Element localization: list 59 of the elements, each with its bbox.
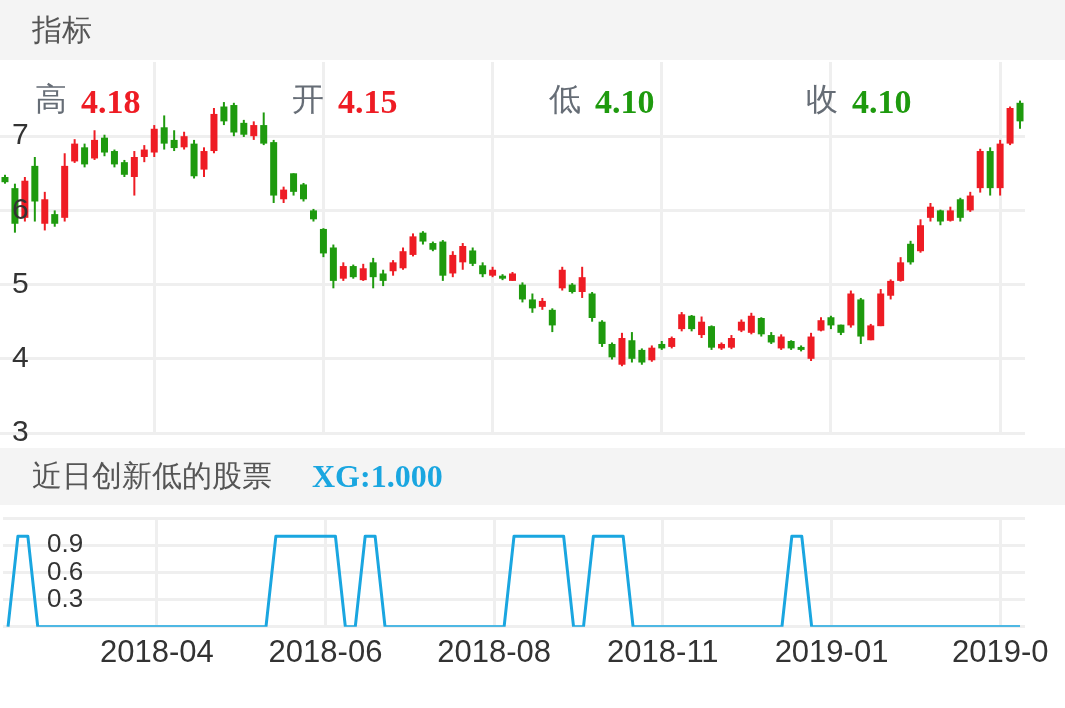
candlestick bbox=[130, 150, 138, 197]
y-tick-label: 6 bbox=[12, 191, 29, 225]
candlestick bbox=[91, 129, 99, 161]
candlestick bbox=[290, 172, 298, 197]
candlestick bbox=[409, 232, 417, 258]
candlestick bbox=[678, 311, 686, 333]
chart-title: 近日创新低的股票 bbox=[32, 457, 272, 495]
x-tick-label: 2018-04 bbox=[99, 633, 214, 669]
candlestick bbox=[100, 133, 108, 158]
y-tick-label: 4 bbox=[12, 340, 29, 374]
candlestick bbox=[747, 311, 755, 336]
candlestick bbox=[548, 307, 556, 334]
candlestick bbox=[578, 265, 586, 299]
annotation: 开 4.15 bbox=[292, 80, 398, 120]
candlestick bbox=[598, 319, 606, 348]
candlestick bbox=[459, 242, 467, 271]
candlestick bbox=[81, 142, 89, 169]
candlestick bbox=[926, 201, 934, 223]
candlestick bbox=[250, 120, 258, 141]
candlestick bbox=[956, 196, 964, 223]
candlestick bbox=[170, 129, 178, 153]
candlestick bbox=[757, 316, 765, 338]
y-tick-label: 5 bbox=[12, 265, 29, 299]
x-tick-label: 2019-01 bbox=[774, 633, 889, 669]
x-tick-label: 2018-08 bbox=[437, 633, 552, 669]
candlestick bbox=[528, 292, 536, 314]
candlestick bbox=[807, 331, 815, 363]
candlestick bbox=[399, 246, 407, 271]
candlestick bbox=[628, 331, 636, 364]
candlestick bbox=[150, 124, 158, 158]
candlestick bbox=[708, 324, 716, 351]
candlestick bbox=[966, 190, 974, 213]
candlestick bbox=[160, 114, 168, 151]
y-tick-label: 3 bbox=[12, 414, 29, 448]
candlestick bbox=[558, 265, 566, 292]
x-tick-label: 2018-11 bbox=[607, 633, 719, 669]
candlestick bbox=[518, 281, 526, 304]
annotation: 收 4.10 bbox=[806, 80, 912, 120]
candlestick bbox=[698, 315, 706, 340]
annotation: 低 4.10 bbox=[549, 80, 655, 120]
y-tick-label: 7 bbox=[12, 117, 29, 151]
candlestick bbox=[907, 239, 915, 266]
candlestick bbox=[339, 261, 347, 282]
candlestick bbox=[369, 256, 377, 290]
chart-title: 指标 bbox=[32, 10, 92, 49]
candlestick bbox=[469, 246, 477, 268]
candlestick bbox=[200, 146, 208, 179]
x-tick-label: 2019-0 bbox=[951, 633, 1049, 669]
x-tick-label: 2018-06 bbox=[268, 633, 383, 669]
candlestick bbox=[220, 101, 228, 127]
candlestick bbox=[897, 256, 905, 283]
candlestick bbox=[887, 278, 895, 301]
candlestick bbox=[71, 138, 79, 164]
candlestick bbox=[300, 181, 308, 203]
candlestick bbox=[1016, 99, 1024, 130]
annotation: 高 4.18 bbox=[35, 80, 141, 120]
candlestick bbox=[260, 111, 268, 147]
series-label: XG:1.000 bbox=[312, 458, 443, 495]
candlestick bbox=[449, 250, 457, 279]
